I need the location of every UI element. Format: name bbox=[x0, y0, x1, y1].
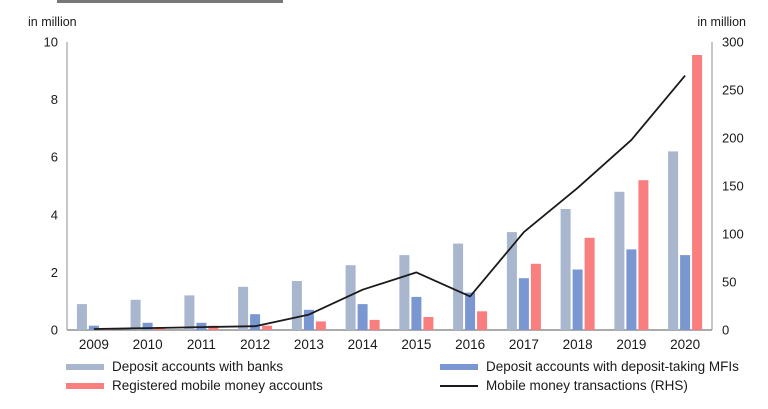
bar-series1-2018 bbox=[572, 269, 583, 330]
bar-series1-2014 bbox=[357, 304, 368, 330]
bar-series0-2020 bbox=[668, 151, 679, 330]
bar-series1-2015 bbox=[411, 296, 422, 330]
bar-series0-2012 bbox=[238, 286, 249, 330]
bar-series0-2010 bbox=[130, 299, 141, 330]
left-axis-tick-label: 10 bbox=[44, 35, 58, 50]
legend-column-right: Deposit accounts with deposit-taking MFI… bbox=[440, 357, 739, 395]
transactions-line-swatch-icon bbox=[440, 384, 478, 387]
legend-column-left: Deposit accounts with banks Registered m… bbox=[66, 357, 323, 395]
bar-series0-2018 bbox=[560, 209, 571, 330]
bar-series2-2015 bbox=[423, 317, 434, 330]
bar-series0-2016 bbox=[453, 243, 464, 330]
legend-item-mobile-money-accounts: Registered mobile money accounts bbox=[66, 376, 323, 395]
right-axis-tick-label: 200 bbox=[722, 131, 744, 146]
x-axis-year-label: 2012 bbox=[240, 337, 270, 352]
bar-series0-2013 bbox=[291, 281, 302, 330]
bar-series1-2010 bbox=[142, 322, 153, 330]
bar-series1-2009 bbox=[88, 325, 99, 330]
left-axis-unit-label: in million bbox=[28, 15, 77, 29]
bar-series2-2020 bbox=[692, 55, 703, 330]
bar-series2-2017 bbox=[530, 263, 541, 330]
legend-label-transactions: Mobile money transactions (RHS) bbox=[486, 378, 688, 393]
bar-series2-2013 bbox=[315, 321, 326, 330]
x-axis-year-label: 2016 bbox=[455, 337, 485, 352]
legend-label-mobile-money-accounts: Registered mobile money accounts bbox=[112, 378, 323, 393]
right-axis-tick-label: 300 bbox=[722, 35, 744, 50]
legend-item-transactions: Mobile money transactions (RHS) bbox=[440, 376, 739, 395]
mobile-money-transactions-line bbox=[93, 75, 686, 330]
right-axis-tick-label: 50 bbox=[722, 275, 736, 290]
right-axis-tick-label: 250 bbox=[722, 83, 744, 98]
mobile-money-accounts-swatch-icon bbox=[66, 382, 104, 389]
bar-series2-2011 bbox=[208, 325, 219, 330]
x-axis-year-label: 2015 bbox=[401, 337, 431, 352]
x-axis-year-label: 2017 bbox=[509, 337, 539, 352]
bar-series1-2012 bbox=[250, 314, 261, 330]
legend-item-banks: Deposit accounts with banks bbox=[66, 357, 323, 376]
right-axis-tick-label: 100 bbox=[722, 227, 744, 242]
x-axis-year-label: 2018 bbox=[563, 337, 593, 352]
bar-series1-2020 bbox=[680, 255, 691, 330]
left-axis-tick-label: 8 bbox=[51, 92, 58, 107]
bar-series2-2012 bbox=[262, 325, 273, 330]
x-axis-year-label: 2014 bbox=[348, 337, 379, 352]
bar-series2-2018 bbox=[584, 237, 595, 330]
legend-item-mfis: Deposit accounts with deposit-taking MFI… bbox=[440, 357, 739, 376]
right-axis-unit-label: in million bbox=[697, 15, 746, 29]
left-axis-tick-label: 0 bbox=[51, 323, 58, 338]
bar-series0-2009 bbox=[76, 304, 87, 330]
legend-label-banks: Deposit accounts with banks bbox=[112, 359, 284, 374]
x-axis-year-label: 2010 bbox=[133, 337, 163, 352]
right-axis-tick-label: 0 bbox=[722, 323, 729, 338]
bar-series1-2013 bbox=[303, 309, 314, 330]
bar-series1-2016 bbox=[465, 292, 476, 330]
left-axis-tick-label: 4 bbox=[51, 207, 58, 222]
bar-series0-2014 bbox=[345, 265, 356, 330]
bar-series0-2011 bbox=[184, 295, 195, 330]
bar-series1-2017 bbox=[518, 278, 529, 330]
left-axis-tick-label: 2 bbox=[51, 265, 58, 280]
bar-series0-2015 bbox=[399, 255, 410, 330]
x-axis-year-label: 2019 bbox=[616, 337, 646, 352]
bar-series1-2019 bbox=[626, 249, 637, 330]
x-axis-year-label: 2009 bbox=[79, 337, 109, 352]
x-axis-year-label: 2011 bbox=[187, 337, 216, 352]
mfis-swatch-icon bbox=[440, 363, 478, 370]
cropped-title-fragment bbox=[57, 0, 283, 3]
right-axis-tick-label: 150 bbox=[722, 179, 744, 194]
chart-legend: Deposit accounts with banks Registered m… bbox=[0, 357, 768, 401]
left-axis-tick-label: 6 bbox=[51, 150, 58, 165]
bar-series0-2019 bbox=[614, 191, 625, 330]
banks-swatch-icon bbox=[66, 363, 104, 370]
bar-series2-2016 bbox=[477, 311, 488, 330]
x-axis-year-label: 2020 bbox=[670, 337, 700, 352]
legend-label-mfis: Deposit accounts with deposit-taking MFI… bbox=[486, 359, 739, 374]
bar-series2-2019 bbox=[638, 180, 649, 330]
bar-series2-2014 bbox=[369, 319, 380, 330]
bar-series0-2017 bbox=[506, 232, 517, 330]
x-axis-year-label: 2013 bbox=[294, 337, 324, 352]
